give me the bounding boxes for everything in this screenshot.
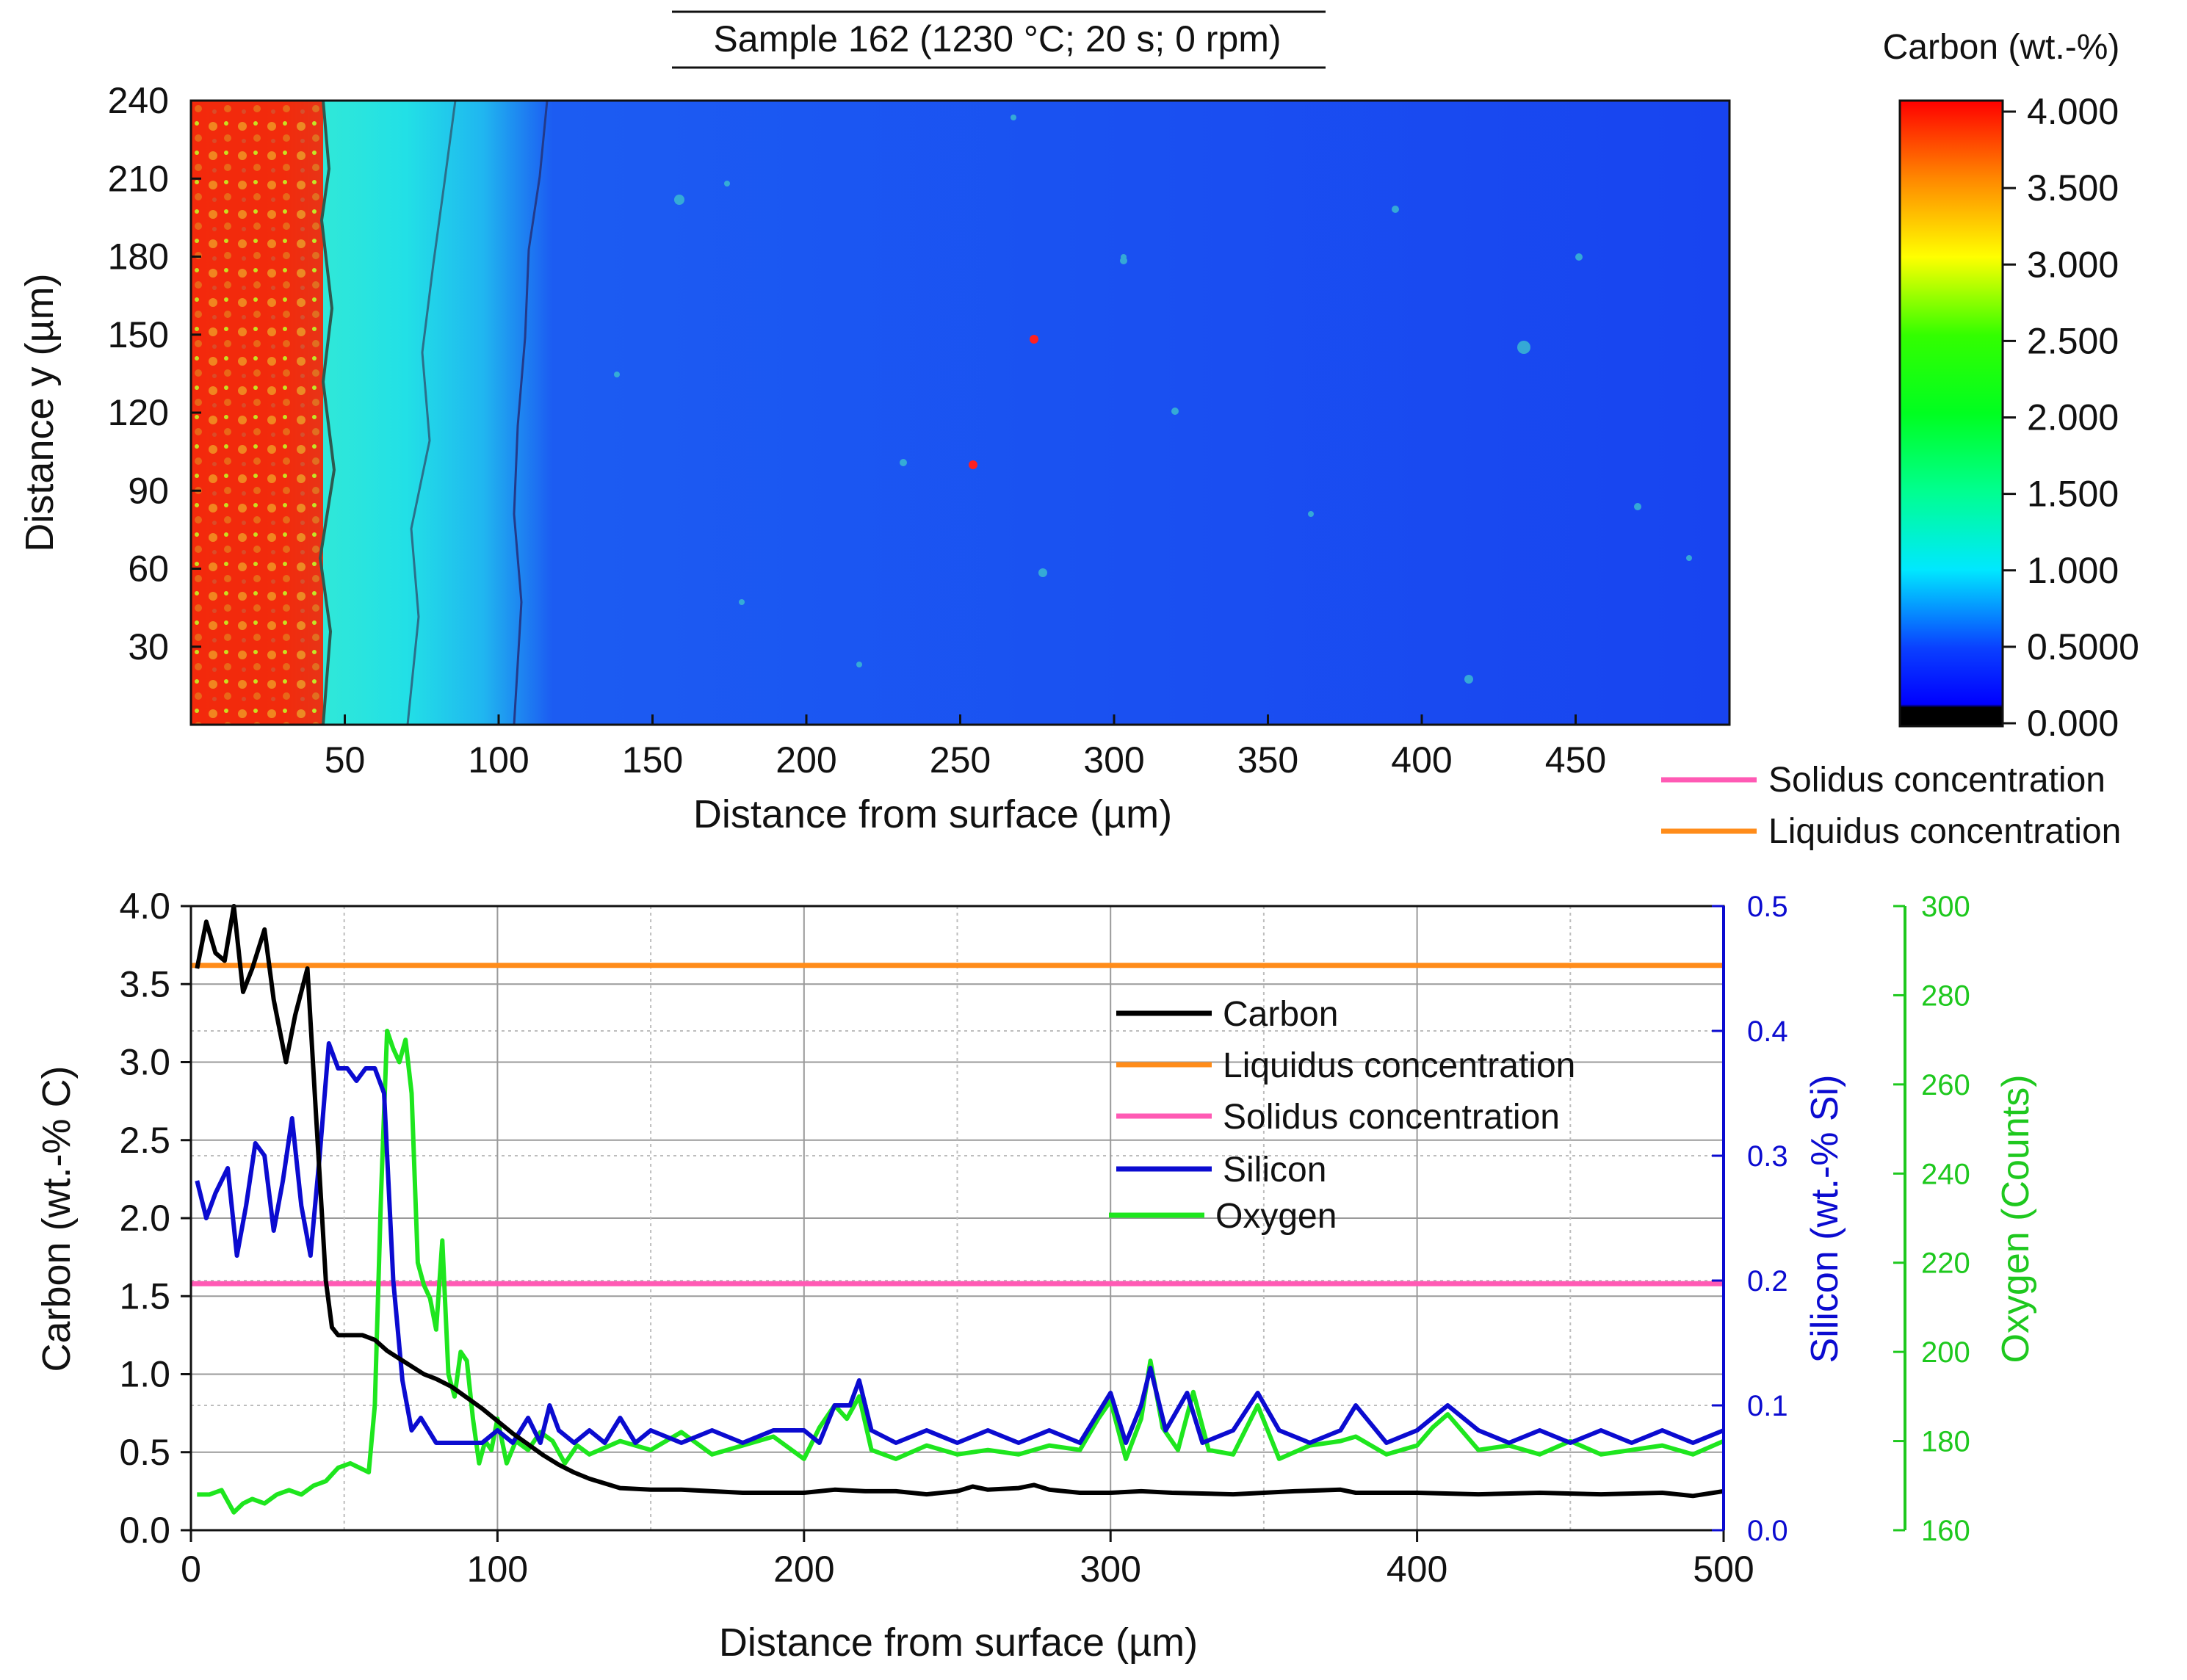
colorbar-tick-label: 1.500 [2027, 474, 2119, 515]
carbon-contour-1 [406, 100, 457, 725]
map-x-tick-label: 350 [1237, 739, 1298, 781]
map-y-ticks: 30 60 90 120 150 180 210 240 [108, 80, 201, 667]
map-y-axis-label: Distance y (µm) [18, 273, 62, 551]
map-y-tick-label: 90 [128, 470, 169, 511]
colorbar-title: Carbon (wt.-%) [1883, 28, 2120, 67]
line-y-tick-label: 2.0 [119, 1198, 170, 1239]
series-carbon-line [195, 904, 1724, 1499]
line-legend: Carbon Liquidus concentration Solidus co… [1109, 995, 1575, 1236]
heatmap-hotspot-2 [969, 460, 977, 469]
line-panel: 0 100 200 300 400 500 0.0 0.5 1.0 1.5 2.0 2.5 3.0 3.… [35, 886, 2037, 1665]
map-legend-solidus-label: Solidus concentration [1768, 761, 2105, 800]
legend-solidus-label: Solidus concentration [1223, 1098, 1560, 1137]
liquid-boundary-contour [318, 100, 336, 725]
map-legend-liquidus-label: Liquidus concentration [1768, 812, 2121, 851]
legend-carbon-label: Carbon [1223, 995, 1338, 1034]
line-y-tick-label: 0.5 [119, 1432, 170, 1473]
line-x-ticks: 0 100 200 300 400 500 [181, 1530, 1754, 1590]
colorbar-ticks: 0.000 0.5000 1.000 1.500 2.000 2.500 3.000 3.50… [2003, 91, 2139, 744]
line-y-tick-label: 2.5 [119, 1120, 170, 1161]
line-y-ticks: 0.0 0.5 1.0 1.5 2.0 2.5 3.0 3.5 4.0 [119, 886, 191, 1551]
line-series [191, 904, 1725, 1515]
map-x-tick-label: 100 [468, 739, 529, 781]
line-x-tick-label: 500 [1693, 1549, 1754, 1590]
line-y-tick-label: 4.0 [119, 886, 170, 927]
oxygen-tick-label: 240 [1921, 1158, 1970, 1190]
legend-liquidus-label: Liquidus concentration [1223, 1046, 1575, 1085]
line-x-axis-label: Distance from surface (µm) [719, 1621, 1198, 1665]
map-x-tick-label: 300 [1083, 739, 1144, 781]
map-y-tick-label: 60 [128, 548, 169, 590]
colorbar-tick-label: 0.5000 [2027, 626, 2139, 667]
colorbar-tick-label: 0.000 [2027, 703, 2119, 744]
colorbar [1898, 99, 2004, 728]
line-y-axis-label: Carbon (wt.-% C) [35, 1065, 79, 1372]
oxygen-tick-label: 260 [1921, 1069, 1970, 1101]
silicon-tick-label: 0.0 [1747, 1515, 1788, 1547]
legend-oxygen-label: Oxygen [1215, 1197, 1337, 1236]
heatmap-hotspot-1 [1030, 335, 1038, 344]
line-y-tick-label: 3.0 [119, 1042, 170, 1083]
silicon-tick-label: 0.1 [1747, 1390, 1788, 1422]
line-x-tick-label: 200 [773, 1549, 834, 1590]
line-y-tick-label: 0.0 [119, 1510, 170, 1551]
line-right2-axis-label: Oxygen (Counts) [1995, 1074, 2037, 1363]
line-x-tick-label: 400 [1387, 1549, 1447, 1590]
silicon-tick-label: 0.3 [1747, 1140, 1788, 1173]
line-y-tick-label: 1.5 [119, 1275, 170, 1317]
heatmap-panel: Sample 162 (1230 °C; 20 s; 0 rpm) 50 100 1… [18, 10, 2139, 851]
line-right-axis: 0.0 0.1 0.2 0.3 0.4 0.5 [1712, 891, 1788, 1547]
map-x-tick-label: 450 [1545, 739, 1606, 781]
oxygen-tick-label: 160 [1921, 1515, 1970, 1547]
oxygen-tick-label: 180 [1921, 1426, 1970, 1458]
oxygen-tick-label: 200 [1921, 1336, 1970, 1369]
line-y-tick-label: 1.0 [119, 1354, 170, 1395]
line-y-tick-label: 3.5 [119, 963, 170, 1004]
colorbar-tick-label: 3.500 [2027, 167, 2119, 209]
map-y-tick-label: 210 [108, 158, 169, 199]
oxygen-tick-label: 300 [1921, 891, 1970, 923]
map-x-tick-label: 250 [930, 739, 991, 781]
line-x-tick-label: 0 [181, 1549, 201, 1590]
map-x-tick-label: 150 [622, 739, 683, 781]
map-x-ticks: 50 100 150 200 250 300 350 400 450 [325, 714, 1606, 781]
map-x-tick-label: 200 [776, 739, 836, 781]
colorbar-tick-label: 1.000 [2027, 550, 2119, 591]
line-right2-axis: 160 180 200 220 240 260 280 300 [1893, 891, 1970, 1547]
legend-silicon-label: Silicon [1223, 1151, 1326, 1190]
map-y-tick-label: 240 [108, 80, 169, 121]
map-x-axis-label: Distance from surface (µm) [693, 792, 1172, 836]
map-title: Sample 162 (1230 °C; 20 s; 0 rpm) [713, 18, 1281, 59]
colorbar-tick-label: 4.000 [2027, 91, 2119, 132]
map-legend: Solidus concentration Liquidus concentra… [1661, 761, 2121, 851]
map-y-tick-label: 180 [108, 236, 169, 278]
line-right-axis-label: Silicon (wt.-% Si) [1804, 1075, 1846, 1364]
silicon-tick-label: 0.4 [1747, 1015, 1788, 1048]
colorbar-tick-label: 3.000 [2027, 244, 2119, 285]
colorbar-tick-label: 2.500 [2027, 320, 2119, 361]
map-x-tick-label: 50 [325, 739, 366, 781]
oxygen-tick-label: 220 [1921, 1248, 1970, 1280]
heatmap-speckles [614, 115, 1692, 684]
carbon-contour-2 [513, 100, 549, 725]
silicon-tick-label: 0.2 [1747, 1265, 1788, 1297]
map-x-tick-label: 400 [1391, 739, 1452, 781]
map-y-tick-label: 30 [128, 626, 169, 667]
line-x-tick-label: 300 [1080, 1549, 1141, 1590]
series-oxygen-line [197, 1029, 1725, 1515]
silicon-tick-label: 0.5 [1747, 891, 1788, 923]
line-x-tick-label: 100 [467, 1549, 528, 1590]
map-y-tick-label: 150 [108, 314, 169, 355]
heatmap-field [191, 101, 1729, 725]
colorbar-tick-label: 2.000 [2027, 397, 2119, 438]
oxygen-tick-label: 280 [1921, 980, 1970, 1012]
series-silicon-line [195, 1041, 1725, 1445]
heatmap-liquid-zone [191, 101, 323, 725]
map-y-tick-label: 120 [108, 392, 169, 433]
